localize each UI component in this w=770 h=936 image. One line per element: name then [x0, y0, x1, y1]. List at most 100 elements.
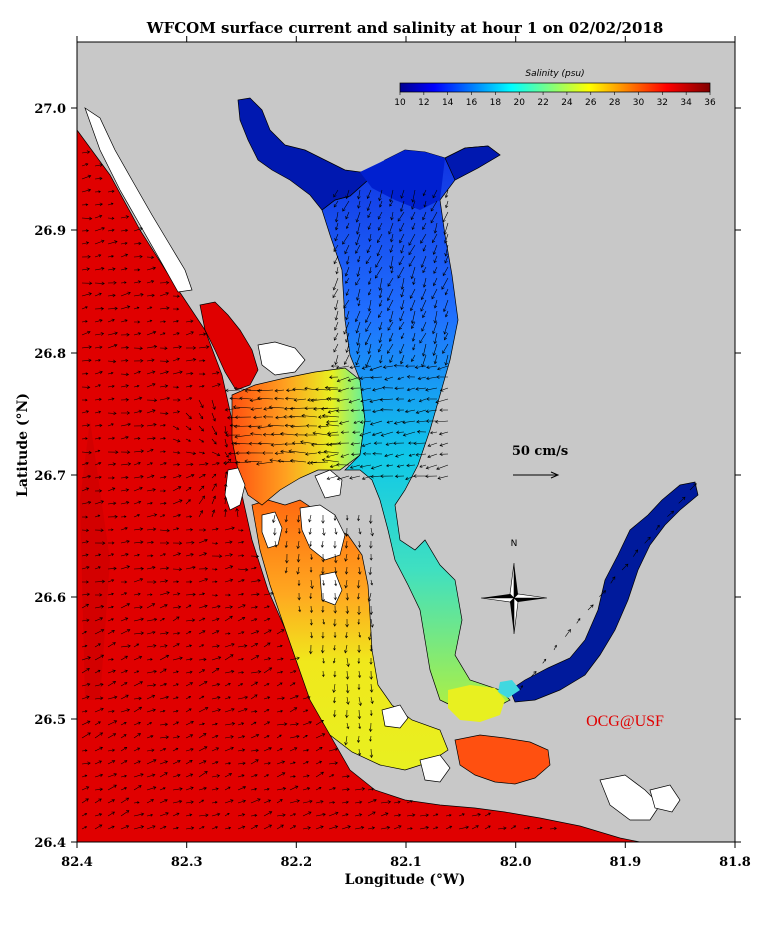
- current-vector: [359, 420, 372, 424]
- current-vector: [444, 354, 449, 366]
- current-vector: [81, 618, 90, 623]
- current-vector: [133, 396, 143, 401]
- current-vector: [234, 434, 252, 439]
- current-vector: [263, 799, 272, 804]
- current-vector: [250, 814, 258, 817]
- current-vector: [336, 475, 350, 481]
- current-vector: [94, 683, 104, 687]
- current-vector: [107, 784, 117, 791]
- current-vector: [302, 826, 311, 830]
- current-vector: [94, 824, 103, 830]
- current-vector: [419, 332, 427, 344]
- current-vector: [263, 657, 272, 661]
- current-vector: [94, 707, 104, 713]
- current-vector: [322, 527, 326, 536]
- current-vector: [172, 499, 183, 505]
- current-vector: [325, 442, 339, 447]
- current-vector: [420, 255, 427, 268]
- current-vector: [224, 643, 235, 648]
- current-vector: [94, 514, 101, 518]
- current-vector: [393, 363, 405, 368]
- current-vector: [185, 565, 196, 570]
- current-vector: [211, 708, 221, 713]
- current-vector: [185, 540, 195, 545]
- current-vector: [415, 452, 427, 457]
- current-vector: [237, 761, 246, 766]
- current-vector: [289, 825, 297, 830]
- current-vector: [355, 244, 361, 254]
- current-vector: [400, 299, 405, 311]
- current-vector: [377, 343, 383, 353]
- current-vector: [146, 266, 157, 271]
- current-vector: [289, 682, 296, 687]
- current-vector: [250, 694, 258, 700]
- current-vector: [172, 463, 181, 467]
- current-vector: [304, 386, 318, 391]
- current-vector: [345, 255, 350, 265]
- current-vector: [408, 441, 416, 445]
- x-tick-label: 82.1: [390, 855, 422, 870]
- current-vector: [432, 343, 438, 357]
- current-vector: [344, 566, 349, 575]
- current-vector: [293, 398, 307, 402]
- current-vector: [333, 200, 339, 208]
- compass-north-label: N: [511, 539, 518, 549]
- x-tick-label: 82.0: [500, 855, 532, 870]
- current-vector: [133, 514, 141, 518]
- current-vector: [289, 458, 307, 463]
- current-vector: [185, 747, 194, 752]
- current-vector: [120, 291, 131, 297]
- current-vector: [120, 515, 127, 519]
- current-vector: [237, 604, 246, 609]
- current-vector: [133, 254, 143, 259]
- current-vector: [408, 255, 416, 267]
- current-vector: [237, 722, 245, 726]
- current-vector: [296, 553, 301, 563]
- current-vector: [107, 579, 115, 583]
- current-vector: [232, 405, 252, 409]
- current-vector: [94, 292, 102, 297]
- current-vector: [380, 800, 392, 804]
- current-vector: [146, 759, 157, 765]
- current-vector: [341, 800, 349, 804]
- current-vector: [172, 631, 181, 635]
- scale-vector: 50 cm/s: [512, 444, 568, 479]
- current-vector: [380, 812, 389, 817]
- current-vector: [262, 415, 274, 419]
- current-vector: [337, 387, 350, 393]
- current-vector: [510, 825, 517, 830]
- current-vector: [327, 433, 340, 437]
- current-vector: [172, 735, 180, 739]
- current-vector: [433, 299, 438, 309]
- current-vector: [81, 241, 90, 245]
- current-vector: [172, 760, 181, 765]
- current-vector: [107, 240, 118, 245]
- current-vector: [432, 244, 438, 255]
- current-vector: [356, 288, 361, 301]
- current-vector: [211, 438, 217, 445]
- current-vector: [328, 761, 339, 765]
- current-vector: [321, 592, 325, 603]
- current-vector: [224, 438, 229, 448]
- current-vector: [334, 211, 339, 223]
- current-vector: [332, 288, 339, 299]
- current-vector: [310, 631, 314, 639]
- current-vector: [263, 683, 270, 687]
- current-vector: [354, 787, 366, 791]
- current-vector: [340, 453, 350, 458]
- current-vector: [159, 462, 167, 466]
- current-vector: [284, 396, 296, 401]
- current-vector: [198, 644, 205, 648]
- current-vector: [549, 826, 557, 831]
- current-vector: [107, 216, 115, 220]
- current-vector: [172, 450, 181, 455]
- current-vector: [442, 211, 449, 223]
- current-vector: [211, 461, 220, 466]
- current-vector: [536, 826, 543, 830]
- current-vector: [172, 438, 181, 443]
- current-vector: [198, 695, 205, 700]
- current-vector: [185, 580, 193, 584]
- current-vector: [172, 709, 179, 713]
- current-vector: [94, 227, 105, 232]
- current-vector: [357, 200, 361, 209]
